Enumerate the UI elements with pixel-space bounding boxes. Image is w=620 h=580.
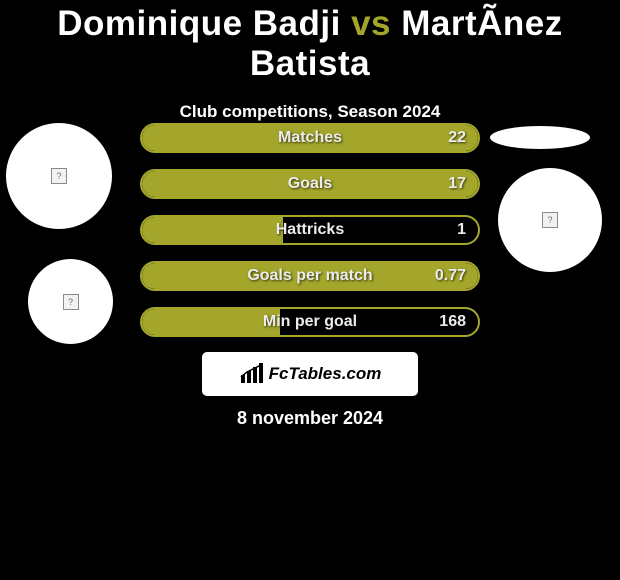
player1-name: Dominique Badji — [57, 4, 341, 43]
footer-date: 8 november 2024 — [0, 408, 620, 429]
stat-label: Matches — [142, 125, 478, 151]
stat-label: Goals — [142, 171, 478, 197]
stat-label: Goals per match — [142, 263, 478, 289]
vs-separator: vs — [351, 4, 391, 43]
branding-inner: FcTables.com — [239, 363, 382, 385]
stats-container: Matches22 Goals17 Hattricks1 Goals per matc… — [140, 123, 480, 353]
avatar-placeholder-right: ? — [498, 168, 602, 272]
comparison-title: Dominique Badji vs MartÃ­nez Batista — [0, 0, 620, 84]
broken-image-icon: ? — [542, 212, 558, 228]
stat-row: Goals17 — [140, 169, 480, 199]
subtitle: Club competitions, Season 2024 — [0, 102, 620, 122]
bar-chart-icon — [239, 363, 265, 385]
stat-label: Min per goal — [142, 309, 478, 335]
broken-image-icon: ? — [51, 168, 67, 184]
stat-row: Matches22 — [140, 123, 480, 153]
stat-row: Goals per match0.77 — [140, 261, 480, 291]
avatar-placeholder-left-2: ? — [28, 259, 113, 344]
stat-row: Min per goal168 — [140, 307, 480, 337]
stat-label: Hattricks — [142, 217, 478, 243]
stat-value: 17 — [448, 171, 466, 197]
stat-row: Hattricks1 — [140, 215, 480, 245]
avatar-placeholder-left-1: ? — [6, 123, 112, 229]
branding-box: FcTables.com — [202, 352, 418, 396]
stat-value: 0.77 — [435, 263, 466, 289]
stat-value: 1 — [457, 217, 466, 243]
broken-image-icon: ? — [63, 294, 79, 310]
stat-value: 22 — [448, 125, 466, 151]
branding-text: FcTables.com — [269, 364, 382, 384]
decorative-ellipse-right — [490, 126, 590, 149]
stat-value: 168 — [439, 309, 466, 335]
